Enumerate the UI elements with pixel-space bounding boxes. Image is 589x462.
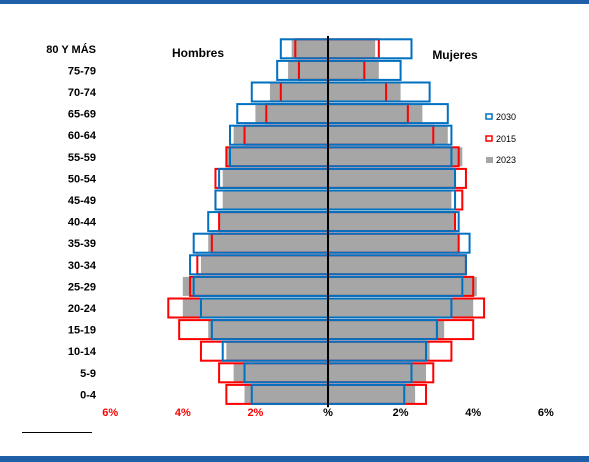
bar-2023-mujeres-40-44 <box>328 212 456 232</box>
bar-2023-mujeres-5-9 <box>328 363 427 383</box>
bar-2023-mujeres-10-14 <box>328 341 430 361</box>
bar-2023-mujeres-55-59 <box>328 147 463 167</box>
legend-label-2015: 2015 <box>496 134 516 144</box>
legend-swatch-2030 <box>485 113 493 120</box>
x-tick-label: 2% <box>247 407 263 419</box>
bar-2023-mujeres-45-49 <box>328 190 452 210</box>
age-label: 55-59 <box>68 152 96 164</box>
bar-2023-hombres-75-79 <box>288 60 328 80</box>
x-tick-label: 6% <box>102 407 118 419</box>
bar-2023-mujeres-20-24 <box>328 298 474 318</box>
x-tick-label: 6% <box>538 407 554 419</box>
age-label: 50-54 <box>68 173 97 185</box>
age-group-labels: 0-4 5-9 10-14 15-19 20-24 25-29 30-34 35-39 40-4… <box>46 43 97 402</box>
bar-2023-hombres-35-39 <box>208 233 328 253</box>
bar-2023-mujeres-35-39 <box>328 233 459 253</box>
bar-2023-mujeres-60-64 <box>328 125 448 145</box>
bottom-frame-bar <box>0 456 589 462</box>
x-tick-label: 4% <box>465 407 481 419</box>
age-label: 35-39 <box>68 238 96 250</box>
bar-2023-hombres-65-69 <box>255 104 328 124</box>
hombres-label: Hombres <box>172 46 224 60</box>
mujeres-label: Mujeres <box>432 48 478 62</box>
bar-2023-mujeres-30-34 <box>328 255 466 275</box>
age-label: 10-14 <box>68 346 97 358</box>
age-label: 80 Y MÁS <box>46 43 96 56</box>
top-frame-bar <box>0 0 589 4</box>
x-tick-label: 2% <box>393 407 409 419</box>
bar-2023-mujeres-25-29 <box>328 276 477 296</box>
bar-2023-mujeres-15-19 <box>328 320 445 340</box>
age-label: 25-29 <box>68 281 96 293</box>
footnote-divider <box>22 432 92 433</box>
bar-2023-mujeres-75-79 <box>328 60 379 80</box>
x-tick-label: % <box>323 407 333 419</box>
legend-swatch-2023 <box>486 157 493 163</box>
bar-2023-mujeres-0-4 <box>328 384 416 404</box>
bar-2023-hombres-30-34 <box>200 255 328 275</box>
age-label: 5-9 <box>80 368 96 380</box>
bar-2023-hombres-25-29 <box>182 276 328 296</box>
age-label: 75-79 <box>68 65 96 77</box>
age-label: 45-49 <box>68 195 96 207</box>
age-label: 30-34 <box>68 260 97 272</box>
bar-2023-hombres-20-24 <box>182 298 328 318</box>
bar-2023-mujeres-70-74 <box>328 82 401 102</box>
bar-2023-hombres-45-49 <box>222 190 328 210</box>
bar-2023-mujeres-50-54 <box>328 168 456 188</box>
age-label: 70-74 <box>68 87 97 99</box>
age-label: 60-64 <box>68 130 97 142</box>
x-tick-label: 4% <box>175 407 191 419</box>
bar-2023-mujeres-65-69 <box>328 104 423 124</box>
age-label: 40-44 <box>68 217 97 229</box>
legend-label-2023: 2023 <box>496 155 516 165</box>
bar-2023-hombres-10-14 <box>226 341 328 361</box>
bar-2023-hombres-60-64 <box>233 125 328 145</box>
bar-2023-hombres-15-19 <box>208 320 328 340</box>
age-label: 65-69 <box>68 109 96 121</box>
legend-swatch-2015 <box>485 135 493 142</box>
legend-label-2030: 2030 <box>496 112 516 122</box>
bar-2023-hombres-0-4 <box>244 384 328 404</box>
age-label: 20-24 <box>68 303 97 315</box>
x-tick-labels: 6% 4% 2%% 2% 4% 6% <box>102 407 554 419</box>
bar-2023-hombres-55-59 <box>226 147 328 167</box>
legend: 2030 2015 2023 <box>485 112 516 165</box>
bar-2023-mujeres-80 Y MÁS <box>328 39 376 59</box>
bar-2023-hombres-40-44 <box>219 212 328 232</box>
bar-2023-hombres-70-74 <box>269 82 328 102</box>
bar-2023-hombres-5-9 <box>233 363 328 383</box>
series-2023-bars <box>182 39 477 404</box>
bar-2023-hombres-50-54 <box>222 168 328 188</box>
age-label: 15-19 <box>68 325 96 337</box>
bar-2023-hombres-80 Y MÁS <box>291 39 328 59</box>
age-label: 0-4 <box>80 389 97 401</box>
